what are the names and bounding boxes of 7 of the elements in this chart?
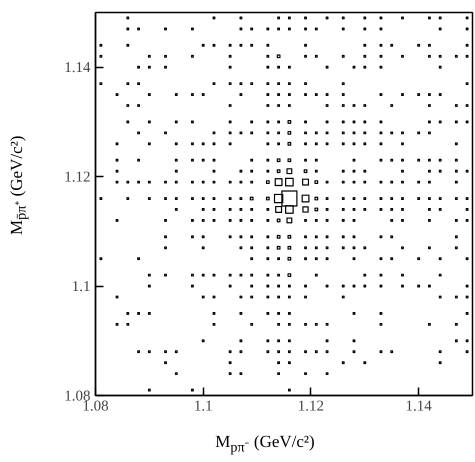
y-tick-label: 1.1 <box>72 279 90 296</box>
x-tick-label: 1.1 <box>194 398 213 414</box>
y-tick-label: 1.12 <box>64 170 90 186</box>
x-tick-label: 1.14 <box>406 398 432 414</box>
x-axis-title: M$_{pπ⁻}$ (GeV/c²) <box>215 431 315 458</box>
x-tick-label: 1.12 <box>298 398 324 414</box>
y-tick-label: 1.14 <box>64 60 91 76</box>
